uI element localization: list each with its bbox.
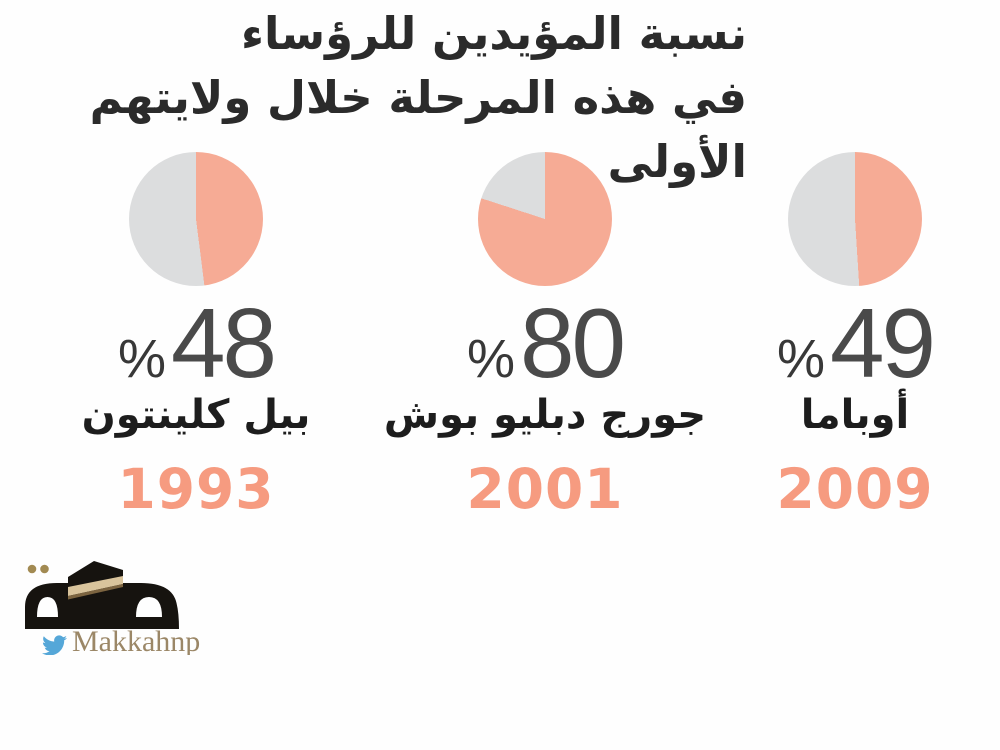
- percent-clinton: % 48: [36, 292, 356, 395]
- title-line-2: في هذه المرحلة خلال ولايتهم الأولى: [89, 71, 747, 188]
- year-bush: 2001: [466, 457, 624, 521]
- logo-left-dome: [25, 583, 68, 629]
- pie-chart-obama: [788, 152, 922, 286]
- page-title: نسبة المؤيدين للرؤساء في هذه المرحلة خلا…: [0, 2, 747, 194]
- makkah-newspaper-logo: Makkahnp: [25, 561, 200, 655]
- twitter-bird-icon: [41, 635, 68, 655]
- column-bush: % 80 جورج دبليو بوش 2001: [384, 152, 706, 552]
- percent-obama: % 49: [695, 292, 1000, 395]
- president-name-clinton: بيل كلينتون: [81, 392, 311, 438]
- percent-value: 48: [171, 288, 277, 398]
- percent-value: 49: [830, 288, 936, 398]
- pie-chart-clinton: [129, 152, 263, 286]
- title-line-1: نسبة المؤيدين للرؤساء: [240, 7, 747, 60]
- pie-chart-bush: [478, 152, 612, 286]
- twitter-handle: Makkahnp: [72, 625, 200, 655]
- logo-gold-dots: [27, 564, 49, 574]
- president-name-obama: أوباما: [800, 392, 910, 438]
- president-name-bush: جورج دبليو بوش: [383, 392, 707, 438]
- year-clinton: 1993: [117, 457, 275, 521]
- kaaba-icon: [68, 561, 123, 629]
- column-clinton: % 48 بيل كلينتون 1993: [36, 152, 356, 552]
- percent-sign: %: [466, 329, 515, 389]
- logo-right-dome: [123, 583, 179, 629]
- percent-bush: % 80: [385, 292, 705, 395]
- column-obama: % 49 أوباما 2009: [695, 152, 1000, 552]
- percent-sign: %: [776, 329, 825, 389]
- percent-sign: %: [117, 329, 166, 389]
- year-obama: 2009: [776, 457, 934, 521]
- percent-value: 80: [520, 288, 626, 398]
